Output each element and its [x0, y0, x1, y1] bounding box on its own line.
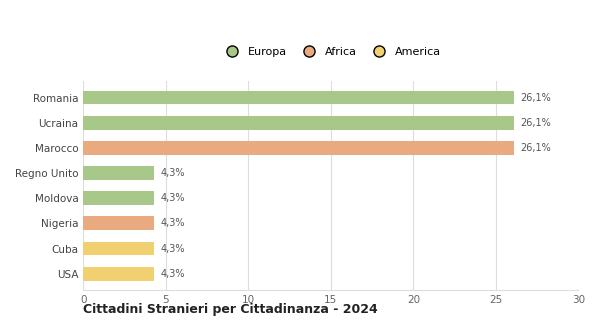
Bar — [83, 267, 154, 281]
Bar — [83, 91, 514, 104]
Text: 26,1%: 26,1% — [521, 92, 551, 102]
Text: 26,1%: 26,1% — [521, 118, 551, 128]
Text: 4,3%: 4,3% — [161, 193, 185, 203]
Legend: Europa, Africa, America: Europa, Africa, America — [219, 45, 443, 59]
Bar — [83, 216, 154, 230]
Text: 4,3%: 4,3% — [161, 244, 185, 253]
Text: 4,3%: 4,3% — [161, 269, 185, 279]
Bar — [83, 116, 514, 130]
Text: 4,3%: 4,3% — [161, 168, 185, 178]
Bar — [83, 166, 154, 180]
Text: Cittadini Stranieri per Cittadinanza - 2024: Cittadini Stranieri per Cittadinanza - 2… — [83, 303, 378, 316]
Bar — [83, 242, 154, 255]
Bar — [83, 191, 154, 205]
Text: 4,3%: 4,3% — [161, 218, 185, 228]
Bar — [83, 141, 514, 155]
Text: 26,1%: 26,1% — [521, 143, 551, 153]
